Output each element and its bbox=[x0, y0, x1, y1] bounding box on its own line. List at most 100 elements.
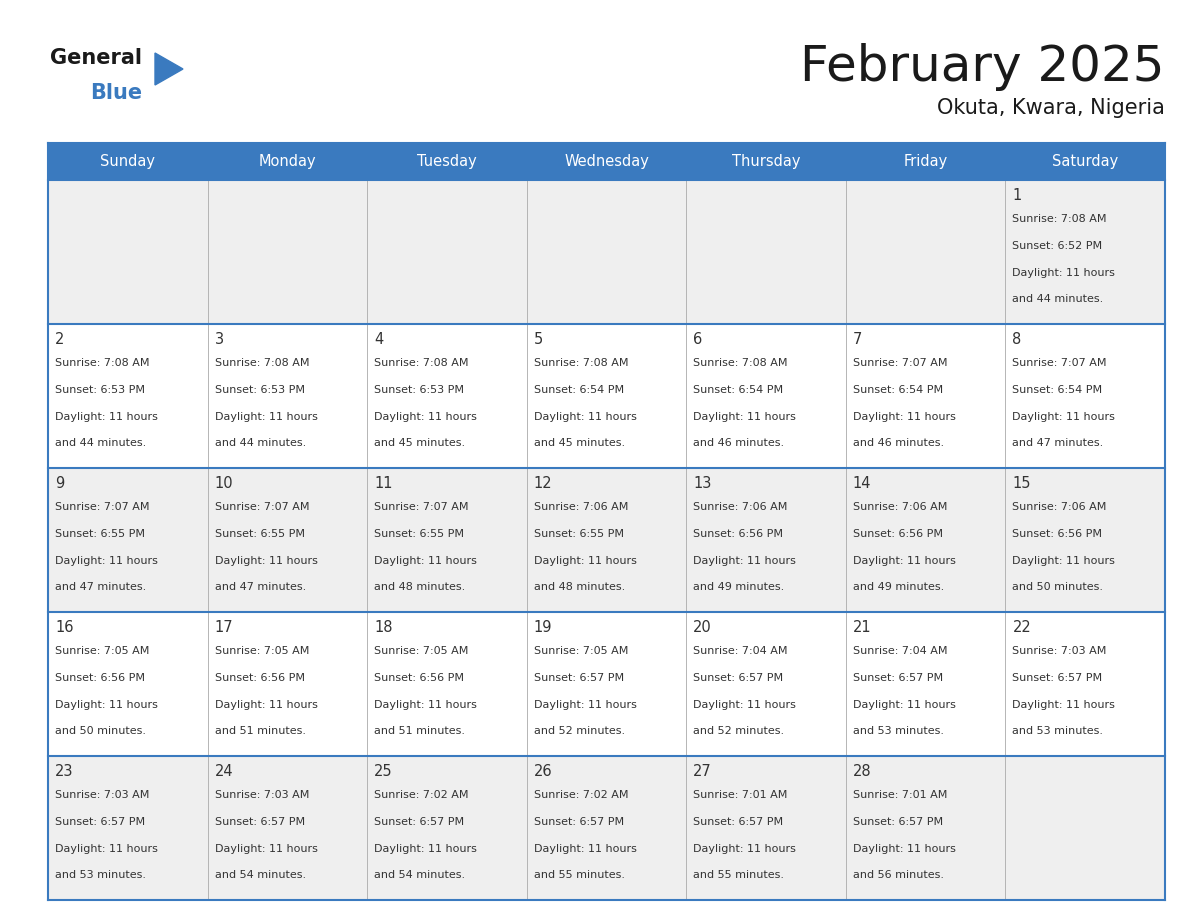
Bar bbox=[367, 612, 526, 756]
Text: Daylight: 11 hours: Daylight: 11 hours bbox=[533, 700, 637, 710]
Text: 13: 13 bbox=[694, 476, 712, 491]
Text: and 44 minutes.: and 44 minutes. bbox=[215, 439, 305, 448]
Text: Daylight: 11 hours: Daylight: 11 hours bbox=[1012, 555, 1116, 565]
Text: Sunset: 6:54 PM: Sunset: 6:54 PM bbox=[853, 386, 943, 395]
Text: 24: 24 bbox=[215, 764, 233, 779]
Text: Tuesday: Tuesday bbox=[417, 154, 476, 169]
Bar bbox=[48, 324, 208, 468]
Bar bbox=[1005, 143, 1165, 180]
Bar bbox=[687, 468, 846, 612]
Bar bbox=[1005, 180, 1165, 324]
Text: Blue: Blue bbox=[90, 83, 143, 103]
Text: and 49 minutes.: and 49 minutes. bbox=[853, 582, 944, 592]
Text: Daylight: 11 hours: Daylight: 11 hours bbox=[694, 700, 796, 710]
Text: Sunrise: 7:07 AM: Sunrise: 7:07 AM bbox=[1012, 359, 1107, 368]
Bar bbox=[846, 468, 1005, 612]
Bar bbox=[846, 612, 1005, 756]
Text: Daylight: 11 hours: Daylight: 11 hours bbox=[694, 555, 796, 565]
Bar bbox=[687, 612, 846, 756]
Text: Sunset: 6:57 PM: Sunset: 6:57 PM bbox=[533, 817, 624, 827]
Text: Sunset: 6:52 PM: Sunset: 6:52 PM bbox=[1012, 241, 1102, 252]
Text: Sunrise: 7:01 AM: Sunrise: 7:01 AM bbox=[694, 790, 788, 800]
Text: Sunset: 6:57 PM: Sunset: 6:57 PM bbox=[533, 673, 624, 683]
Bar bbox=[367, 468, 526, 612]
Text: 16: 16 bbox=[55, 620, 74, 635]
Text: Sunrise: 7:08 AM: Sunrise: 7:08 AM bbox=[374, 359, 468, 368]
Bar bbox=[208, 180, 367, 324]
Text: Sunrise: 7:08 AM: Sunrise: 7:08 AM bbox=[694, 359, 788, 368]
Text: Sunrise: 7:07 AM: Sunrise: 7:07 AM bbox=[55, 502, 150, 512]
Text: 28: 28 bbox=[853, 764, 872, 779]
Text: 10: 10 bbox=[215, 476, 233, 491]
Text: 6: 6 bbox=[694, 332, 702, 347]
Text: Sunset: 6:57 PM: Sunset: 6:57 PM bbox=[55, 817, 145, 827]
Text: 14: 14 bbox=[853, 476, 871, 491]
Text: Sunset: 6:54 PM: Sunset: 6:54 PM bbox=[533, 386, 624, 395]
Text: Daylight: 11 hours: Daylight: 11 hours bbox=[55, 700, 158, 710]
Bar bbox=[1005, 756, 1165, 900]
Text: Daylight: 11 hours: Daylight: 11 hours bbox=[853, 700, 955, 710]
Text: and 51 minutes.: and 51 minutes. bbox=[215, 726, 305, 736]
Bar bbox=[208, 468, 367, 612]
Text: 3: 3 bbox=[215, 332, 223, 347]
Bar bbox=[1005, 324, 1165, 468]
Text: 26: 26 bbox=[533, 764, 552, 779]
Text: and 48 minutes.: and 48 minutes. bbox=[374, 582, 466, 592]
Text: and 55 minutes.: and 55 minutes. bbox=[694, 870, 784, 880]
Text: Wednesday: Wednesday bbox=[564, 154, 649, 169]
Text: Saturday: Saturday bbox=[1053, 154, 1118, 169]
Text: and 45 minutes.: and 45 minutes. bbox=[533, 439, 625, 448]
Bar bbox=[208, 143, 367, 180]
Text: Sunset: 6:55 PM: Sunset: 6:55 PM bbox=[215, 529, 304, 539]
Text: Sunrise: 7:04 AM: Sunrise: 7:04 AM bbox=[694, 646, 788, 656]
Text: Daylight: 11 hours: Daylight: 11 hours bbox=[1012, 700, 1116, 710]
Text: and 51 minutes.: and 51 minutes. bbox=[374, 726, 466, 736]
Text: Sunrise: 7:06 AM: Sunrise: 7:06 AM bbox=[853, 502, 947, 512]
Bar bbox=[687, 756, 846, 900]
Text: Daylight: 11 hours: Daylight: 11 hours bbox=[215, 844, 317, 854]
Text: and 56 minutes.: and 56 minutes. bbox=[853, 870, 943, 880]
Text: Sunset: 6:55 PM: Sunset: 6:55 PM bbox=[55, 529, 145, 539]
Bar bbox=[526, 180, 687, 324]
Text: Sunset: 6:54 PM: Sunset: 6:54 PM bbox=[694, 386, 783, 395]
Text: Daylight: 11 hours: Daylight: 11 hours bbox=[374, 700, 478, 710]
Text: and 50 minutes.: and 50 minutes. bbox=[55, 726, 146, 736]
Text: Sunrise: 7:07 AM: Sunrise: 7:07 AM bbox=[853, 359, 947, 368]
Text: 21: 21 bbox=[853, 620, 872, 635]
Text: Sunset: 6:55 PM: Sunset: 6:55 PM bbox=[533, 529, 624, 539]
Text: Sunrise: 7:06 AM: Sunrise: 7:06 AM bbox=[1012, 502, 1107, 512]
Text: Daylight: 11 hours: Daylight: 11 hours bbox=[533, 412, 637, 421]
Text: 22: 22 bbox=[1012, 620, 1031, 635]
Text: Sunday: Sunday bbox=[100, 154, 156, 169]
Text: Sunset: 6:57 PM: Sunset: 6:57 PM bbox=[1012, 673, 1102, 683]
Text: 7: 7 bbox=[853, 332, 862, 347]
Bar bbox=[208, 324, 367, 468]
Text: 18: 18 bbox=[374, 620, 393, 635]
Text: Daylight: 11 hours: Daylight: 11 hours bbox=[374, 844, 478, 854]
Text: Daylight: 11 hours: Daylight: 11 hours bbox=[215, 555, 317, 565]
Text: 23: 23 bbox=[55, 764, 74, 779]
Text: and 46 minutes.: and 46 minutes. bbox=[853, 439, 944, 448]
Text: Sunset: 6:57 PM: Sunset: 6:57 PM bbox=[853, 817, 943, 827]
Text: and 46 minutes.: and 46 minutes. bbox=[694, 439, 784, 448]
Bar bbox=[526, 468, 687, 612]
Text: 11: 11 bbox=[374, 476, 393, 491]
Text: 25: 25 bbox=[374, 764, 393, 779]
Text: and 53 minutes.: and 53 minutes. bbox=[853, 726, 943, 736]
Text: Sunset: 6:56 PM: Sunset: 6:56 PM bbox=[853, 529, 943, 539]
Text: Daylight: 11 hours: Daylight: 11 hours bbox=[694, 412, 796, 421]
Text: Sunset: 6:53 PM: Sunset: 6:53 PM bbox=[215, 386, 304, 395]
Text: Sunrise: 7:05 AM: Sunrise: 7:05 AM bbox=[533, 646, 628, 656]
Bar bbox=[687, 180, 846, 324]
Text: Sunset: 6:55 PM: Sunset: 6:55 PM bbox=[374, 529, 465, 539]
Text: Friday: Friday bbox=[904, 154, 948, 169]
Bar bbox=[48, 143, 208, 180]
Bar bbox=[208, 612, 367, 756]
Text: Daylight: 11 hours: Daylight: 11 hours bbox=[374, 555, 478, 565]
Text: Sunrise: 7:03 AM: Sunrise: 7:03 AM bbox=[215, 790, 309, 800]
Bar bbox=[846, 143, 1005, 180]
Bar bbox=[48, 180, 208, 324]
Text: Daylight: 11 hours: Daylight: 11 hours bbox=[374, 412, 478, 421]
Text: Sunset: 6:53 PM: Sunset: 6:53 PM bbox=[55, 386, 145, 395]
Text: 15: 15 bbox=[1012, 476, 1031, 491]
